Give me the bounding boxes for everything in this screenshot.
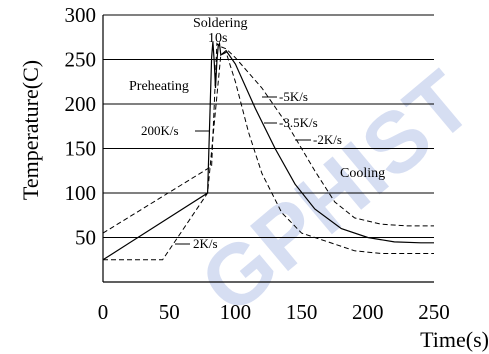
grid xyxy=(103,14,434,238)
x-axis-title: Time(s) xyxy=(420,327,489,352)
y-tick-label-100: 100 xyxy=(65,181,97,205)
annotation-rate-200: 200K/s xyxy=(141,123,179,138)
axes xyxy=(102,15,434,283)
x-tick-label-200: 200 xyxy=(352,300,384,324)
series-line-2 xyxy=(102,42,434,234)
x-tick-label-50: 50 xyxy=(159,300,180,324)
y-tick-label-50: 50 xyxy=(75,226,96,250)
annotation-cooling: Cooling xyxy=(340,166,385,181)
series-line-3 xyxy=(103,51,434,261)
y-tick-label-150: 150 xyxy=(65,137,97,161)
annotation-rate-minus5: -5K/s xyxy=(279,89,308,104)
annotation-rate-minus35: -3.5K/s xyxy=(279,115,318,130)
x-tick-labels: 0 50 100 150 200 250 xyxy=(98,300,450,324)
series xyxy=(102,41,434,261)
series-line-1 xyxy=(102,41,434,261)
x-tick-label-100: 100 xyxy=(220,300,252,324)
annotation-rate-minus2: -2K/s xyxy=(313,132,342,147)
annotation-rate-2: 2K/s xyxy=(193,236,218,251)
y-tick-labels: 50 100 150 200 250 300 xyxy=(65,3,97,250)
y-tick-label-300: 300 xyxy=(65,3,97,27)
y-axis-title: Temperature(C) xyxy=(18,60,43,200)
x-tick-label-0: 0 xyxy=(98,300,109,324)
x-tick-label-250: 250 xyxy=(418,300,450,324)
annotation-soldering-duration: 10s xyxy=(208,31,227,46)
x-tick-label-150: 150 xyxy=(286,300,318,324)
y-tick-label-250: 250 xyxy=(65,48,97,72)
annotation-preheating: Preheating xyxy=(129,79,189,94)
annotation-soldering: Soldering xyxy=(193,16,247,31)
y-tick-label-200: 200 xyxy=(65,92,97,116)
